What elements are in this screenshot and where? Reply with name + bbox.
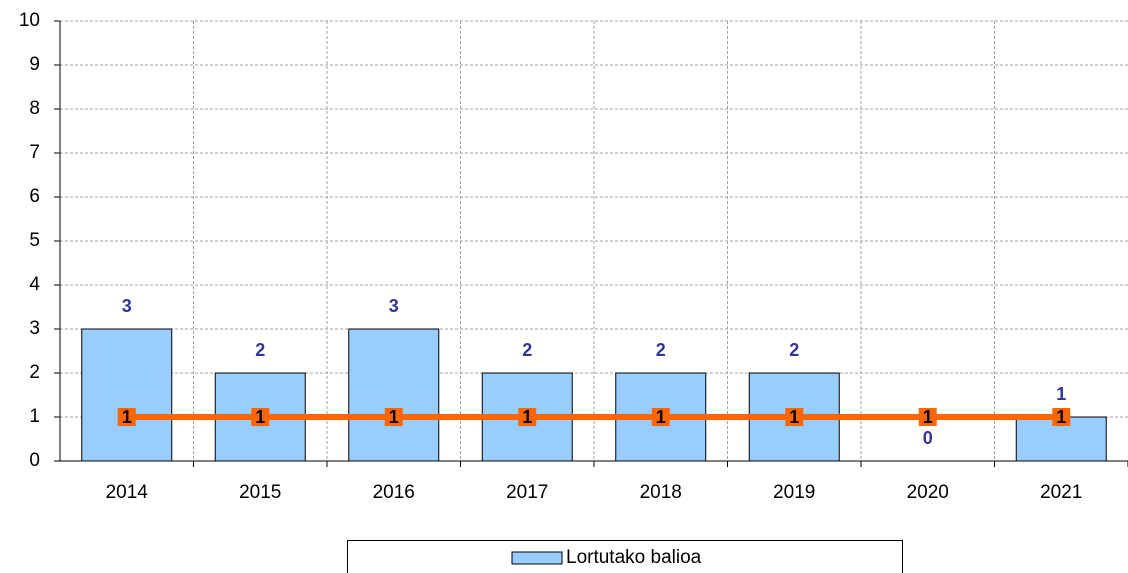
x-tick-label: 2017 bbox=[506, 482, 548, 503]
line-marker bbox=[651, 408, 670, 426]
y-tick-label: 6 bbox=[29, 186, 40, 207]
x-tick-label: 2019 bbox=[773, 482, 815, 503]
line-marker bbox=[1052, 408, 1071, 426]
y-tick-label: 8 bbox=[29, 98, 40, 119]
y-tick-label: 0 bbox=[29, 450, 40, 471]
line-value-label: 1 bbox=[1056, 407, 1066, 427]
legend-swatch bbox=[511, 551, 563, 565]
bar-value-label: 3 bbox=[389, 296, 399, 316]
x-tick-label: 2018 bbox=[640, 482, 682, 503]
x-tick-label: 2014 bbox=[106, 482, 149, 503]
bar-value-label: 1 bbox=[1056, 384, 1066, 404]
bar-value-label: 0 bbox=[923, 428, 933, 448]
bar bbox=[81, 328, 173, 462]
line-value-label: 1 bbox=[522, 407, 532, 427]
y-tick-label: 7 bbox=[29, 142, 40, 163]
line-value-label: 1 bbox=[389, 407, 399, 427]
line-marker bbox=[384, 408, 403, 426]
line-value-label: 1 bbox=[656, 407, 666, 427]
y-tick-label: 3 bbox=[29, 318, 40, 339]
y-tick-label: 2 bbox=[29, 362, 40, 383]
bar bbox=[348, 328, 440, 462]
y-tick-label: 1 bbox=[29, 406, 40, 427]
x-tick-label: 2015 bbox=[239, 482, 281, 503]
x-tick-label: 2016 bbox=[373, 482, 415, 503]
line-value-label: 1 bbox=[789, 407, 799, 427]
bar-value-label: 2 bbox=[522, 340, 532, 360]
line-marker bbox=[251, 408, 270, 426]
y-tick-label: 10 bbox=[19, 10, 40, 31]
line-marker bbox=[918, 408, 937, 426]
legend-label: Lortutako balioa bbox=[566, 547, 702, 568]
line-value-label: 1 bbox=[122, 407, 132, 427]
x-tick-label: 2020 bbox=[907, 482, 949, 503]
x-tick-label: 2021 bbox=[1040, 482, 1082, 503]
bar-value-label: 2 bbox=[255, 340, 265, 360]
y-tick-label: 4 bbox=[29, 274, 40, 295]
bar-value-label: 2 bbox=[656, 340, 666, 360]
line-value-label: 1 bbox=[255, 407, 265, 427]
y-tick-label: 5 bbox=[29, 230, 40, 251]
bar-value-label: 2 bbox=[789, 340, 799, 360]
line-marker bbox=[785, 408, 804, 426]
bar-value-label: 3 bbox=[122, 296, 132, 316]
line-marker bbox=[518, 408, 537, 426]
legend-box bbox=[347, 540, 903, 573]
y-tick-label: 9 bbox=[29, 54, 40, 75]
line-value-label: 1 bbox=[923, 407, 933, 427]
line-marker bbox=[117, 408, 136, 426]
